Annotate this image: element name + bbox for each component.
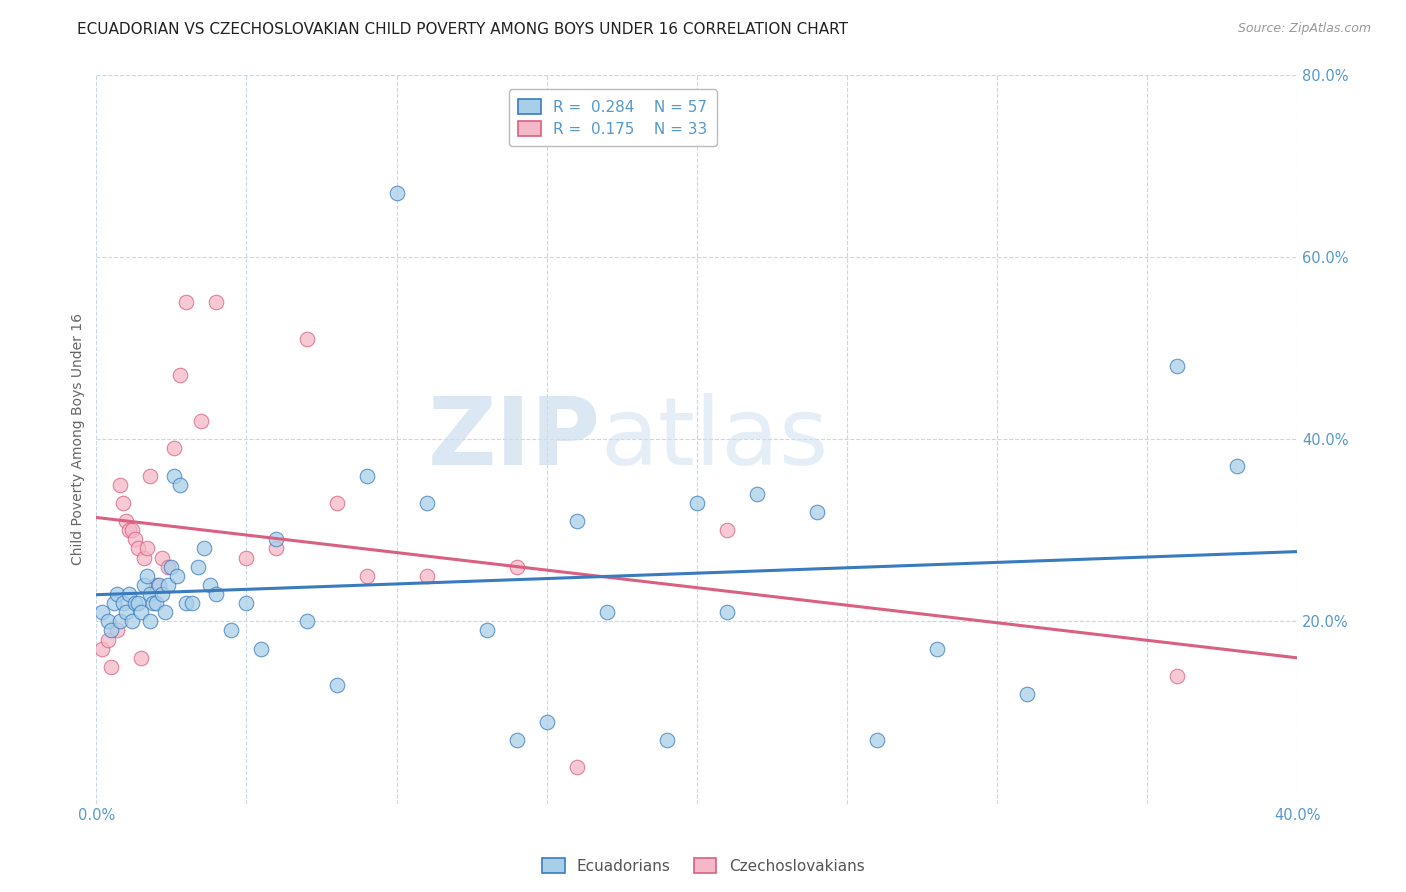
Point [205,295,228,310]
Point [475,624,498,638]
Point [112,596,135,610]
Point [205,587,228,601]
Point [163,441,186,455]
Point [124,596,146,610]
Point [97,615,120,629]
Point [181,596,204,610]
Point [925,641,948,656]
Point [127,541,149,556]
Point [145,596,167,610]
Point [415,496,437,510]
Point [110,477,132,491]
Point [131,605,153,619]
Point [105,587,128,601]
Point [110,615,132,629]
Point [745,487,768,501]
Point [235,596,257,610]
Y-axis label: Child Poverty Among Boys Under 16: Child Poverty Among Boys Under 16 [72,313,86,565]
Point [152,587,174,601]
Point [325,678,347,692]
Text: Source: ZipAtlas.com: Source: ZipAtlas.com [1237,22,1371,36]
Point [565,514,588,528]
Point [115,514,138,528]
Point [1166,359,1188,373]
Point [100,660,122,674]
Point [121,615,143,629]
Point [169,368,191,383]
Point [295,332,318,346]
Point [152,550,174,565]
Point [325,496,347,510]
Point [716,523,738,537]
Point [139,587,162,601]
Point [295,615,318,629]
Point [250,641,273,656]
Point [176,596,198,610]
Point [655,732,678,747]
Point [356,568,378,582]
Point [565,760,588,774]
Point [134,578,156,592]
Point [121,523,143,537]
Legend: Ecuadorians, Czechoslovakians: Ecuadorians, Czechoslovakians [536,852,870,880]
Point [200,578,222,592]
Point [145,578,167,592]
Point [505,559,527,574]
Point [157,578,180,592]
Point [266,533,288,547]
Point [190,414,212,428]
Point [596,605,619,619]
Point [356,468,378,483]
Point [1226,459,1249,474]
Point [91,605,114,619]
Point [1166,669,1188,683]
Point [235,550,257,565]
Point [176,295,198,310]
Point [134,550,156,565]
Point [806,505,828,519]
Point [536,714,558,729]
Point [505,732,527,747]
Point [100,624,122,638]
Text: ZIP: ZIP [427,393,600,485]
Point [136,568,159,582]
Point [91,641,114,656]
Point [112,496,135,510]
Point [415,568,437,582]
Point [866,732,889,747]
Point [385,186,408,200]
Point [124,533,146,547]
Point [142,596,165,610]
Point [193,541,215,556]
Point [118,587,141,601]
Point [157,559,180,574]
Point [266,541,288,556]
Point [716,605,738,619]
Point [166,568,188,582]
Point [160,559,183,574]
Point [148,578,170,592]
Point [136,541,159,556]
Point [686,496,709,510]
Point [131,650,153,665]
Legend: R =  0.284    N = 57, R =  0.175    N = 33: R = 0.284 N = 57, R = 0.175 N = 33 [509,89,717,146]
Point [118,523,141,537]
Point [97,632,120,647]
Point [139,615,162,629]
Point [105,624,128,638]
Point [127,596,149,610]
Point [155,605,177,619]
Point [115,605,138,619]
Point [1017,687,1039,701]
Point [187,559,209,574]
Point [103,596,125,610]
Point [163,468,186,483]
Text: ECUADORIAN VS CZECHOSLOVAKIAN CHILD POVERTY AMONG BOYS UNDER 16 CORRELATION CHAR: ECUADORIAN VS CZECHOSLOVAKIAN CHILD POVE… [77,22,848,37]
Text: atlas: atlas [600,393,830,485]
Point [169,477,191,491]
Point [139,468,162,483]
Point [221,624,243,638]
